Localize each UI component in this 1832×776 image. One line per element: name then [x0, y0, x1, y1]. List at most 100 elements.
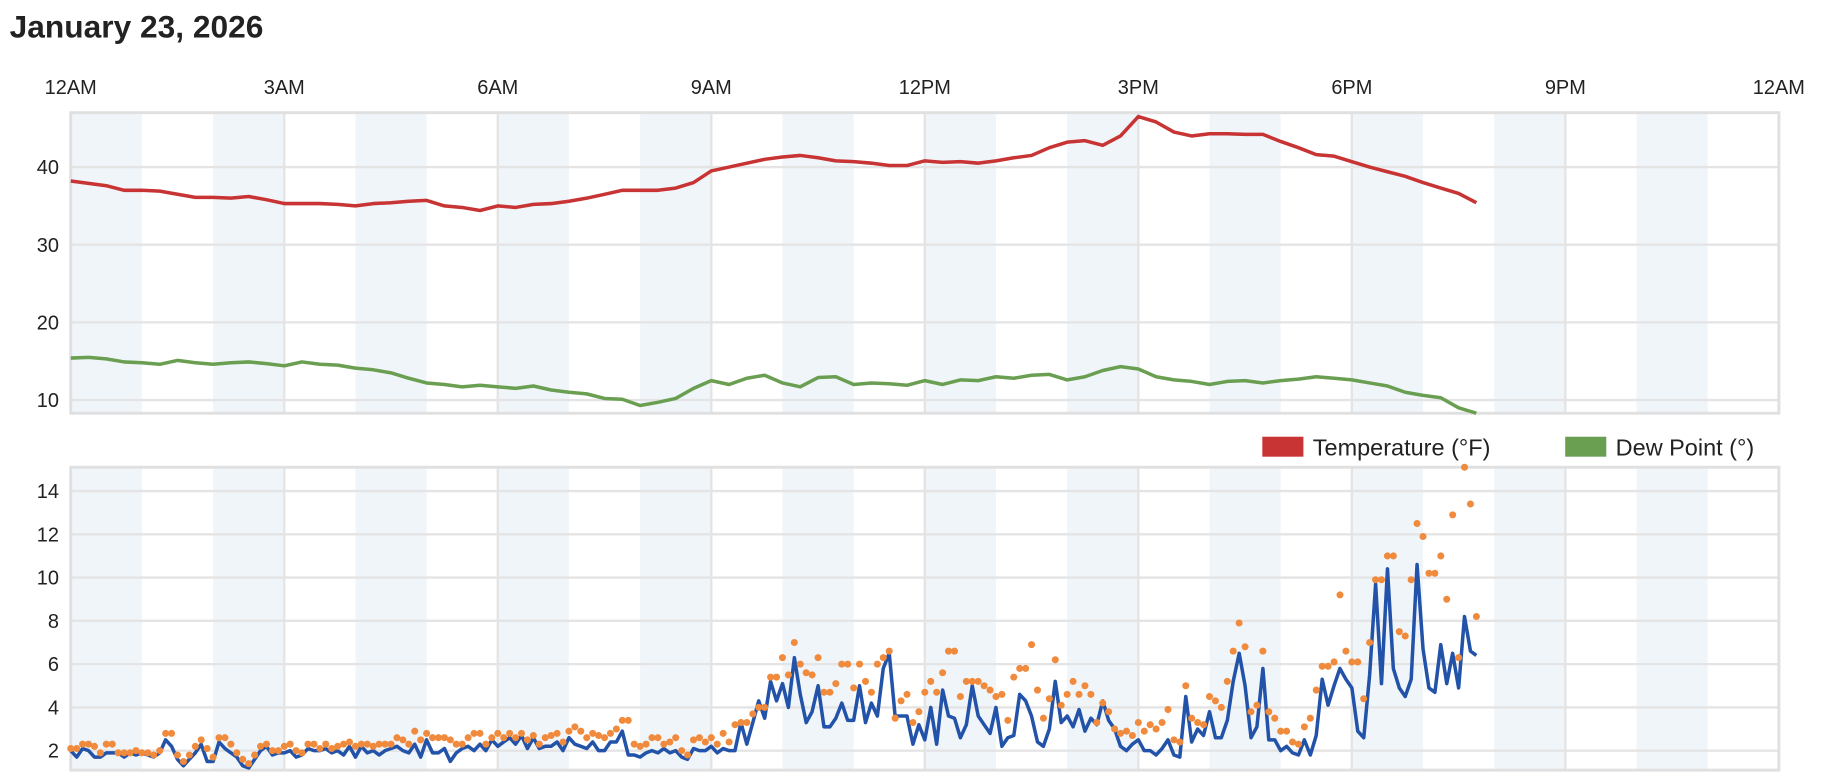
gust-point	[672, 734, 680, 742]
gust-point	[286, 740, 294, 748]
y-tick-label: 2	[48, 741, 59, 763]
gust-point	[215, 734, 223, 742]
gust-point	[1158, 719, 1166, 727]
gust-point	[1241, 643, 1249, 651]
gust-point	[541, 734, 549, 742]
gust-point	[1051, 656, 1059, 664]
gust-point	[897, 697, 905, 705]
gust-point	[375, 740, 383, 748]
gust-point	[1004, 716, 1012, 724]
gust-point	[245, 760, 253, 768]
gust-point	[903, 690, 911, 698]
gust-point	[678, 747, 686, 755]
gust-point	[1253, 701, 1261, 709]
gust-point	[601, 734, 609, 742]
gust-point	[1087, 690, 1095, 698]
gust-point	[411, 727, 419, 735]
hour-band	[355, 112, 427, 414]
gust-point	[1182, 682, 1190, 690]
gust-point	[1395, 628, 1403, 636]
gust-point	[1188, 714, 1196, 722]
gust-point	[962, 677, 970, 685]
gust-point	[512, 734, 520, 742]
gust-point	[138, 749, 146, 757]
gust-point	[304, 740, 312, 748]
y-tick-label: 4	[48, 697, 59, 719]
gust-point	[1211, 697, 1219, 705]
gust-point	[1277, 727, 1285, 735]
gust-point	[1289, 738, 1297, 746]
gust-point	[494, 729, 502, 737]
gust-point	[808, 671, 816, 679]
gust-point	[114, 749, 122, 757]
gust-point	[755, 703, 763, 711]
hour-band	[924, 467, 996, 771]
gust-point	[1372, 576, 1380, 584]
gust-point	[506, 729, 514, 737]
gust-point	[713, 740, 721, 748]
gust-point	[274, 747, 282, 755]
gust-point	[351, 742, 359, 750]
legend-swatch-temperature	[1262, 436, 1304, 457]
gust-point	[1247, 708, 1255, 716]
gust-point	[974, 677, 982, 685]
x-tick-label: 9AM	[691, 77, 732, 99]
hour-band	[1351, 112, 1424, 414]
gust-point	[1461, 463, 1469, 471]
gust-point	[636, 742, 644, 750]
gust-point	[1111, 725, 1119, 733]
gust-point	[1354, 658, 1362, 666]
x-tick-label: 3PM	[1118, 77, 1159, 99]
gust-point	[179, 757, 187, 765]
gust-point	[885, 647, 893, 655]
gust-point	[1443, 595, 1451, 603]
gust-point	[612, 725, 620, 733]
gust-point	[1472, 613, 1480, 621]
temperature-dewpoint-chart: 10 20 30 40	[37, 111, 1781, 415]
gust-point	[1449, 511, 1457, 519]
gust-point	[1105, 708, 1113, 716]
gust-point	[838, 660, 846, 668]
plot-border	[69, 465, 1781, 772]
x-tick-label: 12AM	[1753, 77, 1805, 99]
gust-point	[185, 751, 193, 759]
gust-point	[684, 751, 692, 759]
gust-point	[1205, 693, 1214, 701]
gust-point	[144, 749, 152, 757]
hour-band	[213, 467, 285, 771]
hour-band	[1067, 112, 1139, 414]
gust-point	[1235, 619, 1243, 627]
page-title: January 23, 2026	[10, 9, 264, 45]
gust-point	[316, 744, 324, 753]
gust-point	[1194, 719, 1202, 727]
gust-point	[1028, 641, 1036, 649]
gust-point	[221, 734, 229, 742]
gust-point	[1336, 591, 1344, 599]
gust-point	[1217, 703, 1225, 711]
gust-point	[921, 688, 929, 696]
hour-band	[1494, 467, 1566, 771]
gust-point	[529, 731, 537, 740]
gust-point	[132, 747, 140, 755]
gust-point	[470, 729, 478, 737]
gust-point	[1016, 664, 1024, 672]
plot-border	[69, 111, 1781, 415]
gust-point	[790, 638, 798, 647]
gust-point	[950, 647, 958, 655]
x-tick-label: 12AM	[45, 77, 97, 99]
y-tick-label: 20	[37, 312, 59, 334]
gust-point	[345, 738, 354, 746]
gust-point	[85, 740, 93, 748]
gust-point	[1348, 658, 1356, 666]
gust-point	[1134, 719, 1142, 727]
gust-point	[393, 734, 401, 742]
gust-point	[986, 686, 994, 694]
gust-point	[802, 669, 810, 677]
gust-point	[1425, 569, 1433, 577]
gust-point	[458, 740, 466, 748]
gust-point	[1342, 647, 1350, 655]
gust-point	[1146, 721, 1154, 729]
gust-point	[571, 723, 579, 731]
gust-point	[731, 721, 739, 729]
